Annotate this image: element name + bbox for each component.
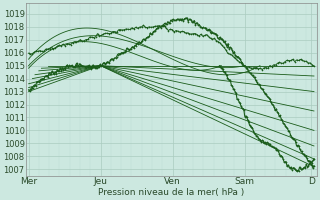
X-axis label: Pression niveau de la mer( hPa ): Pression niveau de la mer( hPa ) <box>98 188 244 197</box>
